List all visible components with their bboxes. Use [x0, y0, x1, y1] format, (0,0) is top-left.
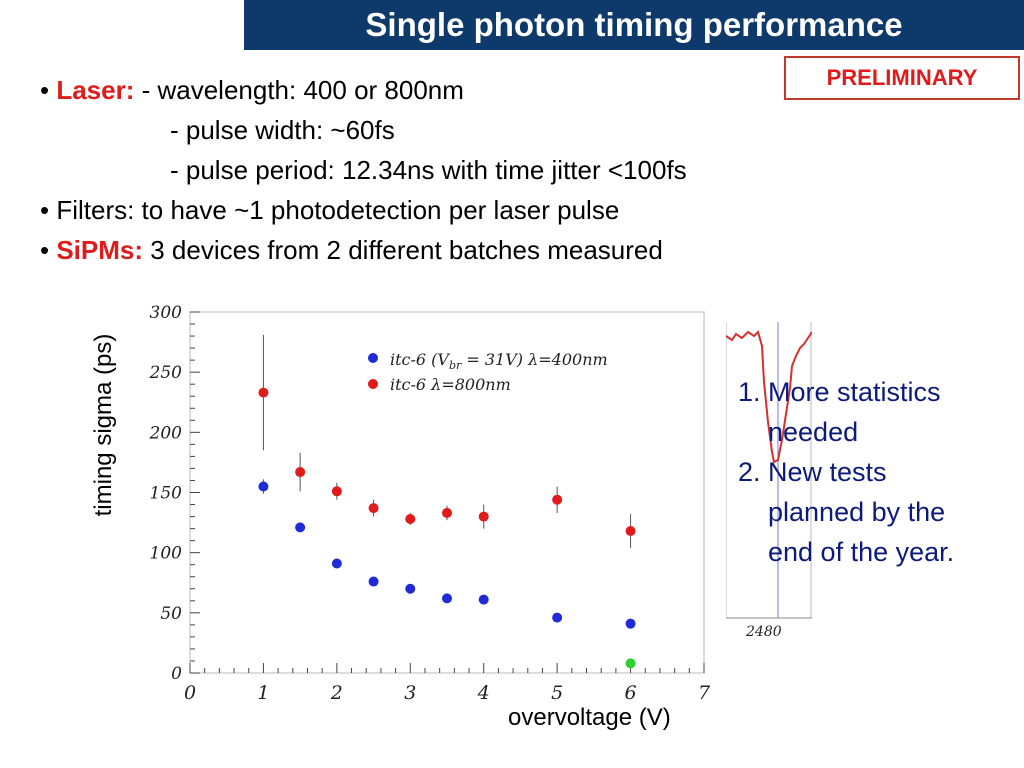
- x-tick-label: 6: [625, 682, 637, 704]
- y-tick-label: 200: [149, 423, 183, 443]
- data-point-series-1: [331, 486, 342, 497]
- sipms-text: 3 devices from 2 different batches measu…: [143, 235, 663, 265]
- bullet-sipms: • SiPMs: 3 devices from 2 different batc…: [40, 235, 663, 265]
- legend-entry-800nm: itc-6 λ=800nm: [390, 375, 511, 394]
- axis-ticks: 0 50 100 150 200 250 300 0 1 2 3 4 5 6 7: [149, 303, 711, 704]
- note-item-1-cont: needed: [768, 417, 859, 447]
- y-tick-label: 100: [150, 544, 183, 564]
- x-tick-label: 7: [698, 682, 711, 704]
- legend-400nm-suffix: = 31V) λ=400nm: [461, 350, 607, 369]
- data-point-series-1: [625, 526, 636, 537]
- plot-frame: [189, 311, 705, 674]
- data-point-series-1: [258, 387, 269, 398]
- data-points: [258, 387, 636, 669]
- x-tick-label: 1: [257, 682, 269, 704]
- page-title: Single photon timing performance: [365, 6, 903, 43]
- y-axis-label: timing sigma (ps): [90, 333, 117, 517]
- sipms-label: SiPMs:: [56, 235, 144, 265]
- y-tick-label: 0: [171, 664, 182, 684]
- x-tick-label: 4: [477, 682, 490, 704]
- inset-tick-label: 2480: [745, 624, 782, 640]
- filters-text: Filters: to have ~1 photodetection per l…: [56, 195, 620, 225]
- data-point-series-1: [442, 507, 452, 518]
- data-point-series-1: [478, 511, 489, 522]
- error-bars: [262, 334, 632, 628]
- bullet-filters: • Filters: to have ~1 photodetection per…: [40, 195, 620, 225]
- data-point-series-0: [442, 593, 452, 604]
- data-point-series-0: [368, 576, 379, 587]
- y-tick-label: 300: [150, 303, 183, 323]
- data-point-series-0: [295, 522, 306, 533]
- data-point-series-0: [331, 558, 342, 569]
- data-point-series-0: [258, 481, 269, 492]
- inset-plot: 2480: [726, 322, 812, 640]
- x-tick-label: 0: [184, 682, 196, 704]
- data-point-series-1: [295, 467, 306, 478]
- note-item-1: 1. More statistics: [738, 377, 941, 407]
- note-item-2-cont: planned by the: [768, 497, 946, 527]
- title-bar: Single photon timing performance: [244, 0, 1024, 50]
- note-item-2: 2. New tests: [738, 457, 887, 487]
- laser-wavelength: - wavelength: 400 or 800nm: [134, 75, 464, 105]
- data-point-series-0: [625, 618, 636, 629]
- data-point-series-1: [552, 494, 563, 505]
- preliminary-badge: PRELIMINARY: [784, 56, 1020, 100]
- x-tick-label: 5: [551, 682, 563, 704]
- data-point-series-0: [552, 612, 563, 623]
- legend-400nm-sub: br: [449, 359, 462, 372]
- data-point-series-2: [625, 658, 636, 669]
- notes-list: 1. More statistics needed 2. New tests p…: [738, 372, 954, 572]
- laser-pulse-period: - pulse period: 12.34ns with time jitter…: [170, 155, 687, 185]
- data-point-series-0: [405, 583, 416, 594]
- laser-pulse-width: - pulse width: ~60fs: [170, 115, 395, 145]
- legend-marker-blue: [368, 353, 378, 363]
- y-tick-label: 250: [149, 363, 183, 383]
- legend: itc-6 (Vbr = 31V) λ=400nm itc-6 λ=800nm: [368, 350, 608, 394]
- y-tick-label: 150: [150, 484, 183, 504]
- bullet-laser: • Laser: - wavelength: 400 or 800nm: [40, 75, 464, 105]
- laser-label: Laser:: [56, 75, 135, 105]
- x-tick-label: 2: [330, 682, 343, 704]
- data-point-series-1: [368, 503, 379, 514]
- legend-entry-400nm: itc-6 (Vbr = 31V) λ=400nm: [390, 350, 608, 372]
- bullet-list: • Laser: - wavelength: 400 or 800nm - pu…: [40, 70, 687, 270]
- legend-marker-red: [368, 379, 378, 389]
- note-item-2-cont2: end of the year.: [768, 537, 955, 567]
- x-tick-label: 3: [404, 682, 416, 704]
- y-tick-label: 50: [160, 604, 182, 624]
- data-point-series-0: [478, 594, 489, 605]
- inset-curve: [726, 330, 812, 464]
- legend-400nm-name: itc-6 (V: [390, 350, 450, 369]
- data-point-series-1: [405, 513, 416, 524]
- x-axis-label: overvoltage (V): [508, 704, 671, 731]
